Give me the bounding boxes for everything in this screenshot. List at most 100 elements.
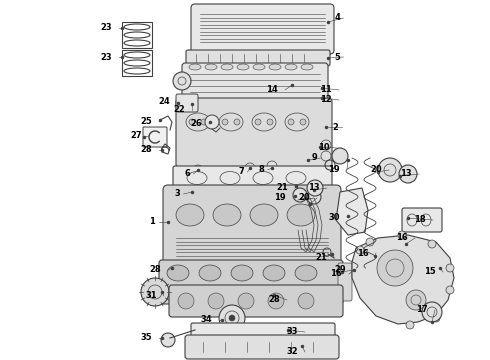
FancyBboxPatch shape (163, 185, 341, 265)
Text: 19: 19 (328, 165, 340, 174)
Circle shape (321, 151, 331, 161)
Circle shape (307, 180, 323, 196)
Circle shape (321, 140, 331, 150)
Text: 11: 11 (320, 85, 332, 94)
Ellipse shape (295, 265, 317, 281)
Ellipse shape (189, 64, 201, 70)
Circle shape (422, 302, 442, 322)
Text: 20: 20 (370, 166, 382, 175)
Bar (122, 50, 152, 76)
Circle shape (366, 238, 374, 246)
FancyBboxPatch shape (169, 285, 343, 317)
Text: 13: 13 (400, 170, 412, 179)
Polygon shape (352, 235, 454, 324)
Ellipse shape (199, 265, 221, 281)
Ellipse shape (231, 265, 253, 281)
Text: 24: 24 (158, 98, 170, 107)
Circle shape (378, 158, 402, 182)
Text: 9: 9 (311, 153, 317, 162)
Ellipse shape (285, 64, 297, 70)
Circle shape (238, 293, 254, 309)
Text: 16: 16 (330, 270, 342, 279)
Ellipse shape (250, 204, 278, 226)
Circle shape (446, 286, 454, 294)
Text: 16: 16 (357, 248, 369, 257)
Text: 23: 23 (100, 53, 112, 62)
Text: 33: 33 (287, 328, 298, 337)
Circle shape (255, 119, 261, 125)
Text: 23: 23 (100, 23, 112, 32)
Bar (122, 22, 152, 48)
Text: 19: 19 (274, 194, 286, 202)
Text: 1: 1 (149, 217, 155, 226)
Text: 34: 34 (200, 315, 212, 324)
Text: 2: 2 (332, 122, 338, 131)
Circle shape (141, 278, 169, 306)
Text: 5: 5 (334, 53, 340, 62)
Circle shape (300, 119, 306, 125)
Ellipse shape (237, 64, 249, 70)
Circle shape (428, 240, 436, 248)
Text: 10: 10 (318, 144, 330, 153)
Text: 25: 25 (140, 117, 152, 126)
Text: 27: 27 (130, 131, 142, 140)
Text: 14: 14 (266, 85, 278, 94)
Circle shape (267, 119, 273, 125)
Text: 18: 18 (415, 216, 426, 225)
FancyBboxPatch shape (186, 50, 330, 66)
Ellipse shape (263, 265, 285, 281)
Circle shape (205, 115, 219, 129)
Ellipse shape (253, 64, 265, 70)
Circle shape (377, 250, 413, 286)
Text: 28: 28 (140, 145, 152, 154)
Circle shape (399, 165, 417, 183)
Circle shape (189, 119, 195, 125)
Circle shape (307, 190, 321, 204)
Circle shape (161, 333, 175, 347)
Circle shape (201, 119, 207, 125)
Circle shape (267, 161, 277, 171)
FancyBboxPatch shape (173, 166, 332, 190)
Circle shape (332, 148, 348, 164)
Circle shape (208, 293, 224, 309)
Text: 31: 31 (146, 292, 157, 301)
FancyBboxPatch shape (182, 63, 328, 103)
Circle shape (356, 246, 364, 254)
Text: 29: 29 (334, 266, 346, 274)
Text: 20: 20 (298, 194, 310, 202)
Text: 7: 7 (238, 167, 244, 176)
Polygon shape (336, 188, 368, 235)
Circle shape (398, 231, 406, 239)
Text: 22: 22 (173, 105, 185, 114)
Text: 16: 16 (396, 234, 408, 243)
Circle shape (178, 293, 194, 309)
FancyBboxPatch shape (176, 98, 332, 168)
Circle shape (193, 165, 203, 175)
Text: 17: 17 (416, 306, 428, 315)
Ellipse shape (301, 64, 313, 70)
Circle shape (229, 315, 235, 321)
Text: 28: 28 (269, 296, 280, 305)
Text: 12: 12 (320, 95, 332, 104)
Circle shape (222, 119, 228, 125)
Ellipse shape (176, 204, 204, 226)
FancyBboxPatch shape (159, 260, 343, 304)
FancyBboxPatch shape (338, 263, 352, 301)
FancyBboxPatch shape (402, 208, 442, 232)
Text: 13: 13 (308, 184, 320, 193)
FancyBboxPatch shape (191, 4, 334, 54)
FancyBboxPatch shape (143, 127, 167, 147)
Circle shape (293, 188, 307, 202)
Text: 3: 3 (174, 189, 180, 198)
FancyBboxPatch shape (176, 94, 198, 112)
Circle shape (219, 305, 245, 331)
Ellipse shape (269, 64, 281, 70)
Circle shape (288, 119, 294, 125)
Circle shape (245, 163, 255, 173)
Circle shape (432, 314, 440, 322)
Circle shape (406, 321, 414, 329)
Text: 8: 8 (258, 166, 264, 175)
Text: 21: 21 (315, 252, 327, 261)
Text: 35: 35 (140, 333, 152, 342)
FancyBboxPatch shape (185, 335, 339, 359)
